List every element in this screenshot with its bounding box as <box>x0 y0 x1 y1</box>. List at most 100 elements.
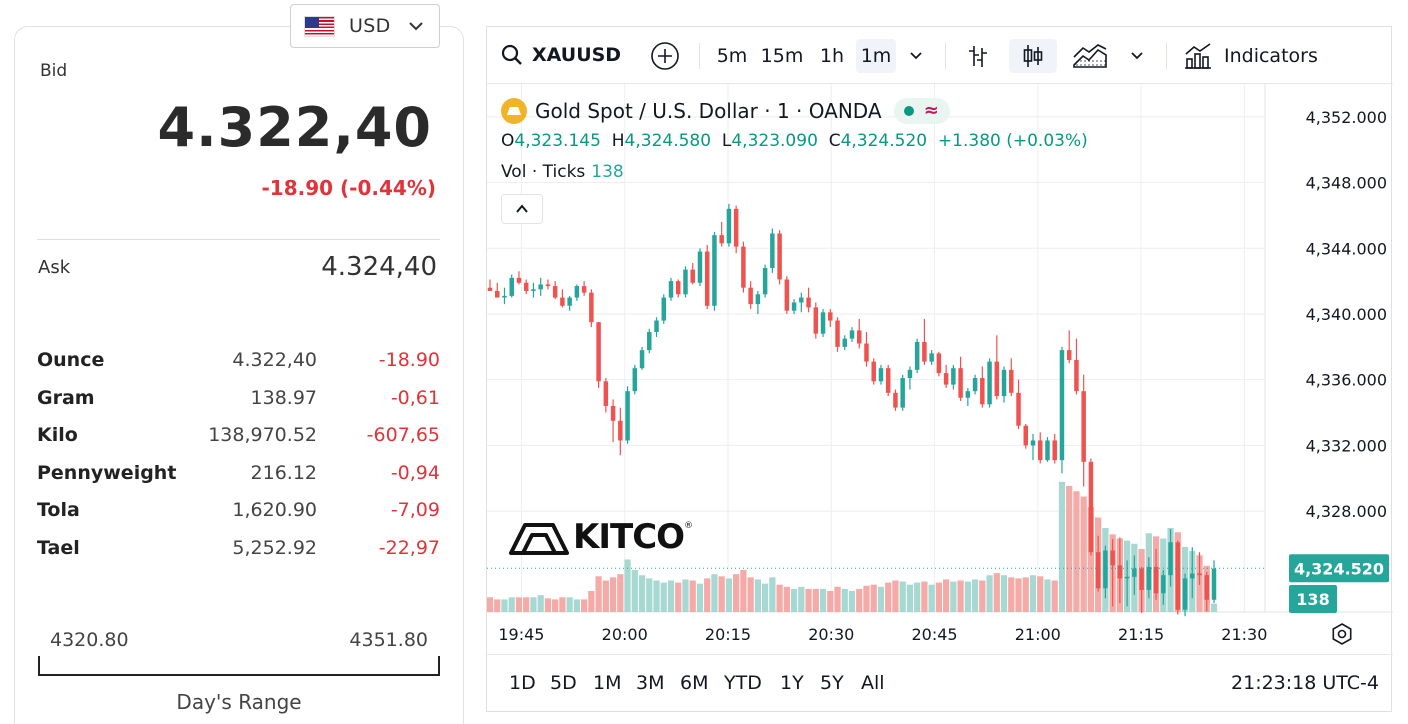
volume-bar <box>718 576 725 612</box>
candle-body <box>675 281 681 295</box>
unit-change: -7,09 <box>390 499 440 521</box>
candle-body <box>1182 578 1188 610</box>
candle-body <box>1030 440 1036 446</box>
candle-body <box>835 320 840 347</box>
last-price-tag <box>1289 554 1389 583</box>
candle-body <box>1146 566 1152 590</box>
interval-5m[interactable]: 5m <box>716 45 748 67</box>
candle-body <box>1066 350 1072 360</box>
volume-bar <box>877 586 885 612</box>
price-panel <box>14 26 464 724</box>
candlesticks <box>487 203 1217 617</box>
volume-bar <box>827 591 834 612</box>
range-6m[interactable]: 6M <box>680 672 709 694</box>
candle-body <box>965 391 971 398</box>
compare-add-icon[interactable] <box>650 41 680 71</box>
volume-bar <box>530 597 537 612</box>
candle-body <box>813 307 819 334</box>
range-1y[interactable]: 1Y <box>780 672 804 694</box>
candle-body <box>618 420 623 441</box>
volume-bar <box>667 580 675 612</box>
volume-bar <box>1080 496 1087 612</box>
bid-price: 4.322,40 <box>157 96 432 159</box>
range-5d[interactable]: 5D <box>550 672 577 694</box>
volume-bar <box>885 582 892 612</box>
candle-body <box>733 208 739 247</box>
volume-bar <box>638 575 646 612</box>
volume-bar <box>682 579 689 612</box>
candle-body <box>1052 440 1057 461</box>
range-ytd[interactable]: YTD <box>724 672 762 694</box>
collapse-legend-button[interactable] <box>501 194 543 224</box>
candle-body <box>936 353 942 374</box>
time-axis: 19:45 20:00 20:15 20:30 20:45 21:00 21:15 21:30 <box>498 623 1352 645</box>
area-chart-icon <box>1073 44 1107 68</box>
volume-bar <box>595 576 602 612</box>
candle-body <box>1045 440 1050 461</box>
volume-bar <box>1008 577 1015 612</box>
range-1d[interactable]: 1D <box>509 672 536 694</box>
volume-bar <box>790 588 798 612</box>
area-style-button[interactable] <box>1069 39 1111 73</box>
range-all[interactable]: All <box>861 672 885 694</box>
candle-body <box>1153 566 1159 594</box>
indicators-button[interactable]: Indicators <box>1183 39 1318 73</box>
range-bar: 1D 5D 1M 3M 6M YTD 1Y 5Y All 21:23:18 UTC-4 <box>487 654 1393 712</box>
candle-body <box>1037 440 1043 461</box>
price-tick-label: 4,348.000 <box>1306 174 1387 193</box>
time-tick-label: 20:45 <box>911 625 957 644</box>
unit-name: Pennyweight <box>37 462 177 484</box>
volume-bar <box>1066 486 1073 612</box>
candle-body <box>516 277 522 283</box>
time-tick-label: 21:30 <box>1221 625 1267 644</box>
interval-1m[interactable]: 1m <box>856 39 896 73</box>
volume-bar <box>675 582 682 612</box>
candle-body <box>581 286 587 293</box>
volume-label: Vol · Ticks <box>501 162 586 182</box>
open-label: O <box>501 131 515 151</box>
candles-style-button[interactable] <box>1009 39 1057 73</box>
candle-body <box>929 353 934 362</box>
candle-body <box>951 368 956 385</box>
volume-bar <box>1044 579 1051 612</box>
interval-15m[interactable]: 15m <box>760 45 804 67</box>
bid-label: Bid <box>40 61 68 81</box>
open-value: 4,323.145 <box>514 131 601 151</box>
price-chart[interactable]: 4,352.000 4,348.000 4,344.000 4,340.000 4,33… <box>487 84 1393 654</box>
bars-style-button[interactable] <box>961 39 995 73</box>
interval-1h[interactable]: 1h <box>819 45 845 67</box>
volume-bar <box>523 597 530 612</box>
price-tick-label: 4,332.000 <box>1306 436 1387 455</box>
candle-body <box>799 297 804 303</box>
price-tick-label: 4,336.000 <box>1306 371 1387 390</box>
market-status[interactable]: ≈ <box>893 98 950 124</box>
chart-widget: XAUUSD 5m 15m 1h 1m <box>486 26 1393 712</box>
last-price-label: 4,324.520 <box>1294 559 1384 578</box>
candle-body <box>639 350 645 369</box>
time-tick-label: 20:00 <box>602 625 648 644</box>
bars-icon <box>969 46 987 67</box>
volume-bar <box>798 586 805 612</box>
day-range-high: 4351.80 <box>349 629 428 651</box>
volume-bar <box>899 581 906 612</box>
candle-body <box>668 281 674 298</box>
volume-bar <box>993 573 1000 612</box>
time-tick-label: 21:15 <box>1118 625 1164 644</box>
interval-dropdown[interactable] <box>899 39 933 73</box>
currency-select[interactable]: USD <box>290 4 440 48</box>
unit-name: Tola <box>37 499 80 521</box>
chart-style-dropdown[interactable] <box>1120 39 1154 73</box>
chevron-down-icon <box>1131 52 1143 60</box>
range-1m[interactable]: 1M <box>593 672 622 694</box>
candle-body <box>878 368 884 382</box>
volume-value: 138 <box>591 162 624 182</box>
symbol-search[interactable]: XAUUSD <box>501 41 621 69</box>
range-3m[interactable]: 3M <box>636 672 665 694</box>
volume-bar <box>1000 575 1008 612</box>
unit-row-pennyweight: Pennyweight 216.12 -0,94 <box>37 462 440 492</box>
candle-body <box>1124 576 1130 579</box>
chart-settings-icon[interactable] <box>1332 623 1352 645</box>
range-5y[interactable]: 5Y <box>820 672 844 694</box>
volume-bar <box>950 581 957 612</box>
volume-bar <box>819 588 827 612</box>
